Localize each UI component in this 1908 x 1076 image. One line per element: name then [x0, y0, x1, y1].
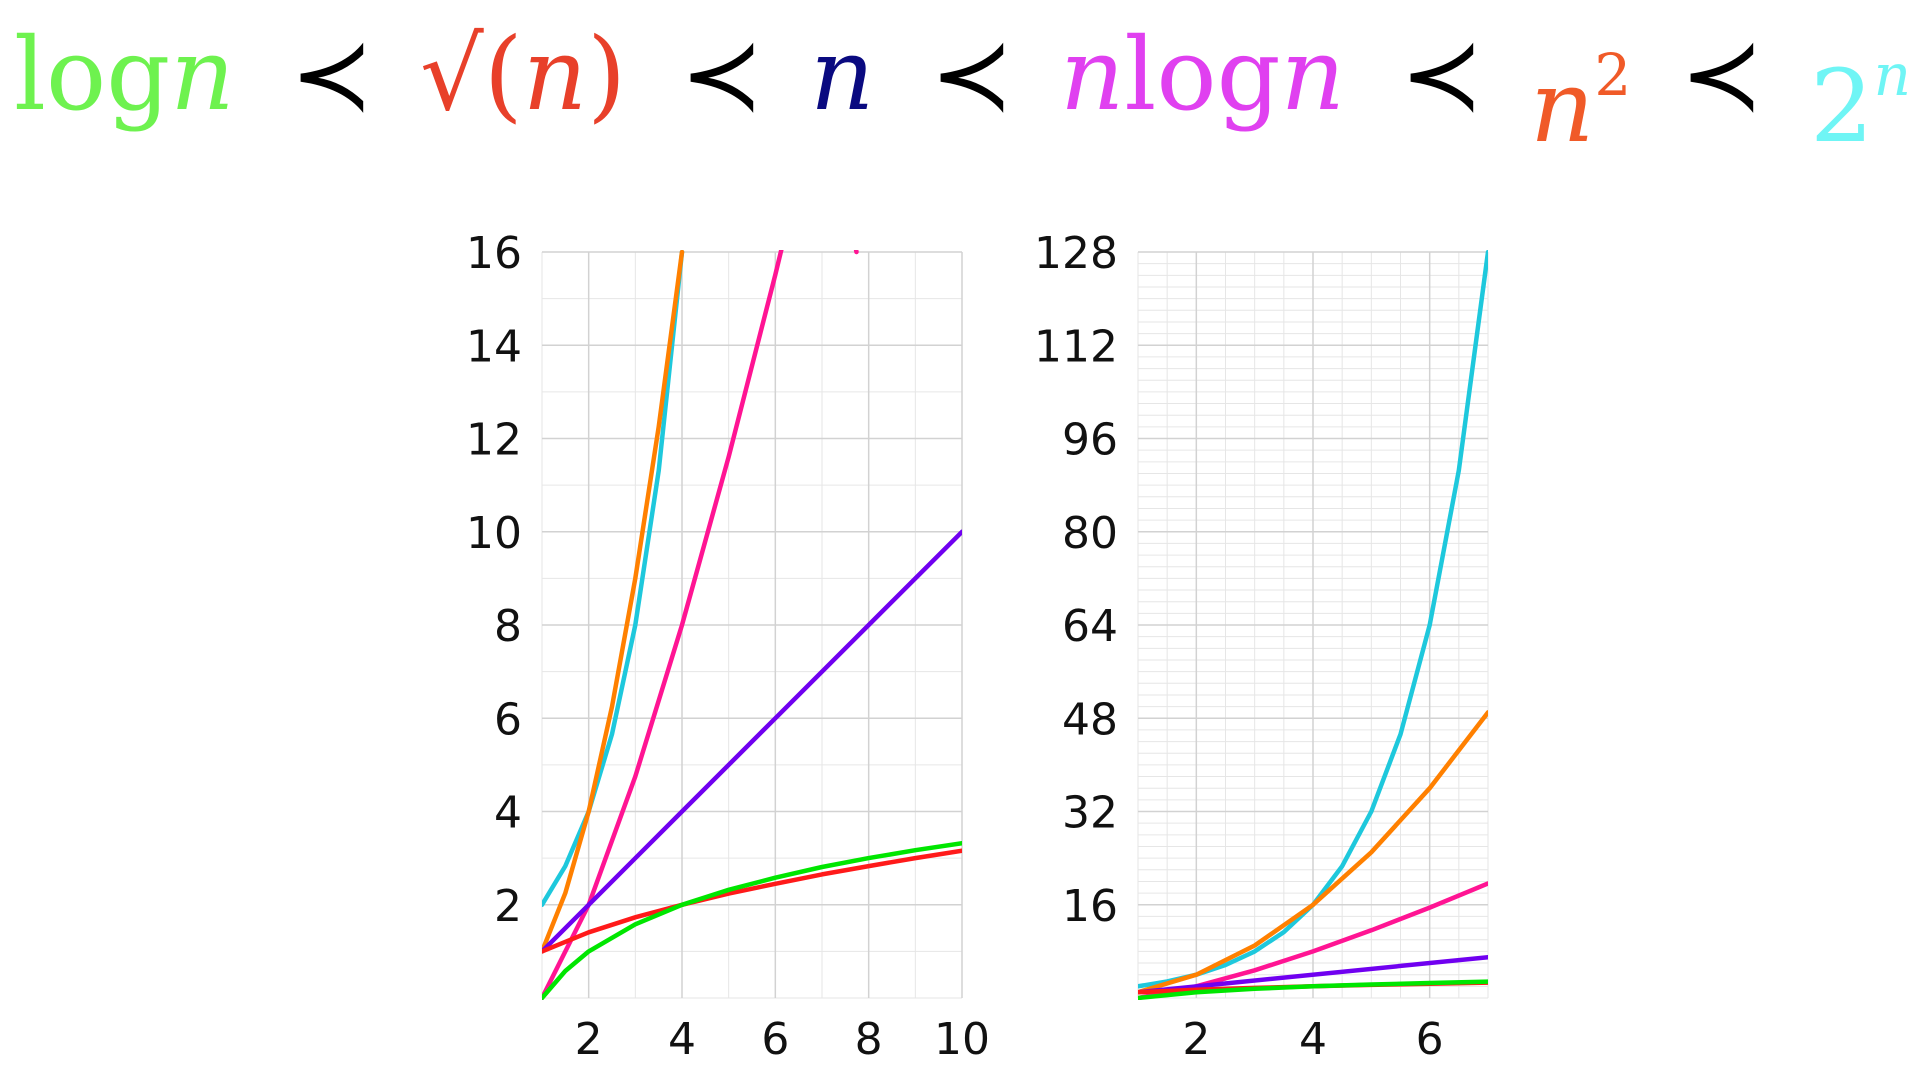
formula-term-var: n: [170, 16, 235, 133]
x-tick-label: 2: [1182, 1014, 1210, 1065]
formula-term-var: n: [522, 16, 588, 133]
formula-term-2-pow-n: 2n: [1810, 10, 1908, 172]
x-tick-label: 6: [761, 1014, 789, 1065]
series-line-6: [542, 840, 962, 1000]
series-line-4: [1138, 954, 1488, 995]
series-line-2: [1138, 710, 1488, 995]
formula-term-n: n: [810, 10, 874, 140]
formula-term-n-squared: n2: [1530, 10, 1631, 172]
precedes-symbol: ≺: [1400, 16, 1484, 133]
x-tick-label: 10: [934, 1014, 990, 1065]
y-tick-label: 80: [1062, 508, 1118, 559]
formula-term-var: n: [1530, 48, 1595, 165]
formula-term-text: ): [587, 16, 627, 133]
y-tick-label: 16: [466, 228, 522, 279]
y-tick-label: 48: [1062, 694, 1118, 745]
complexity-formula: logn ≺ √(n) ≺ n ≺ nlogn ≺ n2 ≺ 2n: [0, 0, 1908, 170]
y-tick-label: 8: [494, 601, 522, 652]
x-tick-label: 4: [1299, 1014, 1327, 1065]
formula-term-var: n: [1280, 16, 1346, 133]
x-tick-label: 2: [575, 1014, 603, 1065]
y-tick-label: 32: [1062, 788, 1118, 839]
y-tick-label: 128: [1034, 228, 1118, 279]
formula-term-sup: n: [1873, 41, 1908, 109]
formula-term-log-n: logn: [14, 10, 235, 140]
y-tick-label: 64: [1062, 601, 1118, 652]
y-tick-label: 4: [494, 788, 522, 839]
formula-term-var: n: [810, 16, 875, 133]
y-tick-label: 6: [494, 694, 522, 745]
y-tick-label: 16: [1062, 881, 1118, 932]
y-tick-label: 96: [1062, 415, 1118, 466]
chart-2: 16 32 48 64 80 96 112 128 2 4 6: [1034, 228, 1489, 1065]
series-line-1: [542, 250, 685, 908]
formula-term-sup: 2: [1594, 41, 1632, 109]
series-line-4: [542, 529, 962, 954]
formula-term-text: log: [14, 16, 171, 133]
formula-term-n-log-n: nlogn: [1060, 10, 1345, 140]
formula-term-var: n: [1060, 16, 1125, 133]
y-tick-label: 2: [494, 881, 522, 932]
series-line-3: [542, 250, 859, 1000]
x-tick-label: 4: [668, 1014, 696, 1065]
y-tick-label: 12: [466, 415, 522, 466]
precedes-symbol: ≺: [1680, 16, 1764, 133]
series-line-5: [542, 848, 962, 954]
formula-term-sqrt-n: √(n): [420, 10, 626, 140]
series-line-2: [542, 250, 685, 954]
x-tick-label: 6: [1416, 1014, 1444, 1065]
series-line-6: [1138, 979, 1488, 1000]
precedes-symbol: ≺: [680, 16, 764, 133]
formula-term-text: log: [1124, 16, 1281, 133]
x-tick-label: 8: [855, 1014, 883, 1065]
chart-1: 2 4 6 8 10 12 14 16 2 4 6 8 10: [466, 228, 990, 1065]
y-tick-label: 10: [466, 508, 522, 559]
y-tick-label: 112: [1034, 321, 1118, 372]
y-tick-label: 14: [466, 321, 522, 372]
formula-term-text: 2: [1810, 48, 1874, 165]
formula-term-text: √(: [420, 16, 523, 133]
precedes-symbol: ≺: [930, 16, 1014, 133]
precedes-symbol: ≺: [290, 16, 374, 133]
